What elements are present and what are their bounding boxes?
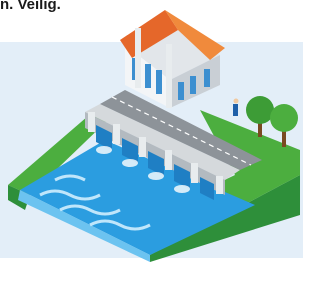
person-body	[233, 104, 238, 116]
tree-crown	[270, 104, 298, 132]
person-head	[234, 99, 239, 104]
tree-crown	[246, 96, 274, 124]
page: {"caption": "n. Veilig."}	[0, 0, 303, 283]
illustration	[0, 0, 303, 283]
caption: n. Veilig.	[0, 0, 61, 13]
